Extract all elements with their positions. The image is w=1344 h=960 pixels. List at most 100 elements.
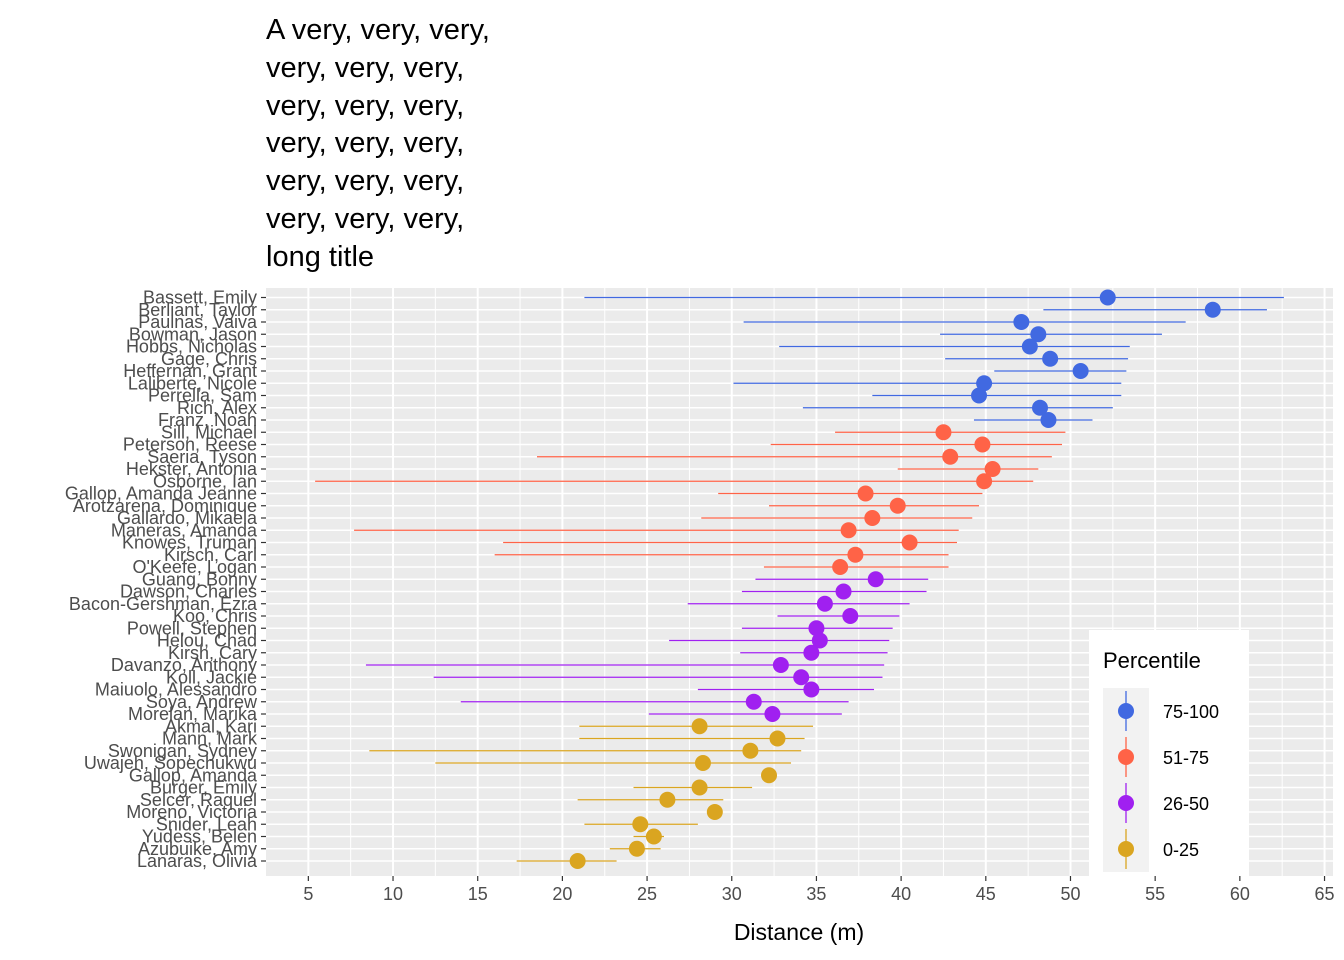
x-tick-label: 5 xyxy=(303,884,313,904)
data-point xyxy=(742,742,759,759)
y-tick-label: Knowes, Truman xyxy=(122,533,257,553)
y-tick-label: Dawson, Charles xyxy=(120,582,257,602)
y-tick-label: Paulnas, Vaiva xyxy=(138,312,258,332)
data-point xyxy=(971,387,988,404)
data-point xyxy=(984,461,1001,477)
data-point xyxy=(976,473,993,490)
y-tick-label: Peterson, Reese xyxy=(123,435,257,455)
y-tick-label: O'Keefe, Logan xyxy=(132,557,257,577)
data-point xyxy=(659,791,676,808)
y-tick-label: Hekster, Antonia xyxy=(126,459,258,479)
y-tick-label: Kirsh, Cary xyxy=(168,643,257,663)
data-point xyxy=(942,448,959,465)
legend-label: 26-50 xyxy=(1163,794,1209,814)
data-point xyxy=(835,583,852,600)
y-tick-label: Helou, Chad xyxy=(157,631,257,651)
x-tick-label: 60 xyxy=(1230,884,1250,904)
y-tick-label: Davanzo, Anthony xyxy=(111,655,257,675)
x-tick-label: 30 xyxy=(722,884,742,904)
y-tick-label: Maneras, Amanda xyxy=(111,520,258,540)
y-tick-label: Koll, Jackie xyxy=(166,667,257,687)
data-point xyxy=(974,436,991,453)
data-point xyxy=(832,559,849,575)
x-tick-label: 15 xyxy=(468,884,488,904)
data-point xyxy=(840,522,857,539)
legend-label: 51-75 xyxy=(1163,748,1209,768)
x-tick-label: 55 xyxy=(1145,884,1165,904)
x-tick-label: 25 xyxy=(637,884,657,904)
legend-key-point xyxy=(1118,841,1134,857)
y-tick-label: Osborne, Ian xyxy=(153,471,257,491)
data-point xyxy=(976,375,993,392)
data-point xyxy=(1099,289,1116,306)
data-point xyxy=(847,546,864,563)
y-tick-label: Uwajeh, Sopechukwu xyxy=(84,753,257,773)
data-point xyxy=(1031,399,1048,416)
data-point xyxy=(691,779,708,796)
y-tick-label: Burger, Emily xyxy=(150,778,257,798)
y-tick-label: Powell, Stephen xyxy=(127,618,257,638)
legend-key-point xyxy=(1118,795,1134,811)
data-point xyxy=(793,669,810,686)
data-point xyxy=(803,644,820,661)
y-tick-label: Gallop, Amanda Jeanne xyxy=(65,484,257,504)
data-point xyxy=(632,816,649,833)
data-point xyxy=(816,595,833,612)
y-tick-label: Saeria, Tyson xyxy=(147,447,257,467)
y-tick-label: Bacon-Gershman, Ezra xyxy=(69,594,258,614)
legend-key-point xyxy=(1118,749,1134,765)
y-tick-label: Lanaras, Olivia xyxy=(137,851,258,871)
data-point xyxy=(1072,363,1089,379)
y-tick-label: Bassett, Emily xyxy=(143,288,257,308)
data-point xyxy=(1030,326,1047,343)
y-tick-label: Heffernan, Grant xyxy=(123,361,257,381)
y-tick-label: Hobbs, Nicholas xyxy=(126,337,257,357)
y-tick-label: Gallardo, Mikaela xyxy=(117,508,258,528)
x-tick-label: 40 xyxy=(891,884,911,904)
data-point xyxy=(694,755,711,771)
y-tick-label: Swonigan, Sydney xyxy=(108,741,257,761)
data-point xyxy=(864,510,881,526)
legend-key-point xyxy=(1118,703,1134,719)
legend-items: 75-100 51-75 26-50 0-25 xyxy=(1103,688,1219,872)
y-tick-label: Guang, Bonny xyxy=(142,569,257,589)
data-point xyxy=(935,424,952,441)
legend-label: 0-25 xyxy=(1163,840,1199,860)
data-point xyxy=(745,693,762,710)
data-point xyxy=(1040,412,1057,428)
y-tick-label: Yudess, Belen xyxy=(142,827,257,847)
data-point xyxy=(842,608,859,624)
data-point xyxy=(808,620,825,637)
y-tick-label: Selcer, Raquel xyxy=(140,790,257,810)
legend: Percentile 75-100 51-75 26-50 0-25 xyxy=(1089,630,1249,876)
y-tick-label: Rich, Alex xyxy=(177,398,257,418)
y-tick-label: Moreno, Victoria xyxy=(126,802,258,822)
legend-label: 75-100 xyxy=(1163,702,1219,722)
y-tick-label: Arotzarena, Dominique xyxy=(73,496,257,516)
y-tick-label: Berliant, Taylor xyxy=(138,300,257,320)
data-point xyxy=(867,571,884,588)
x-tick-label: 50 xyxy=(1060,884,1080,904)
x-tick-label: 35 xyxy=(806,884,826,904)
data-point xyxy=(1042,350,1059,367)
y-tick-label: Gage, Chris xyxy=(161,349,257,369)
data-point xyxy=(706,804,723,820)
y-tick-label: Koo, Chris xyxy=(173,606,257,626)
x-axis: 5 10 15 20 25 30 35 40 45 50 55 60 65 xyxy=(303,876,1335,904)
data-point xyxy=(569,853,586,869)
data-point xyxy=(1021,338,1038,355)
data-point xyxy=(857,485,874,502)
y-tick-label: Gallop, Amanda xyxy=(129,765,258,785)
legend-title: Percentile xyxy=(1103,648,1201,673)
x-tick-label: 45 xyxy=(976,884,996,904)
y-tick-label: Morelan, Marika xyxy=(128,704,258,724)
chart-title: A very, very, very, very, very, very, ve… xyxy=(266,14,490,273)
y-tick-label: Mann, Mark xyxy=(162,729,258,749)
y-tick-label: Franz, Noah xyxy=(158,410,257,430)
data-point xyxy=(764,706,781,722)
data-point xyxy=(628,840,645,857)
y-tick-label: Azubuike, Amy xyxy=(138,839,257,859)
x-tick-label: 20 xyxy=(552,884,572,904)
data-point xyxy=(803,681,820,698)
